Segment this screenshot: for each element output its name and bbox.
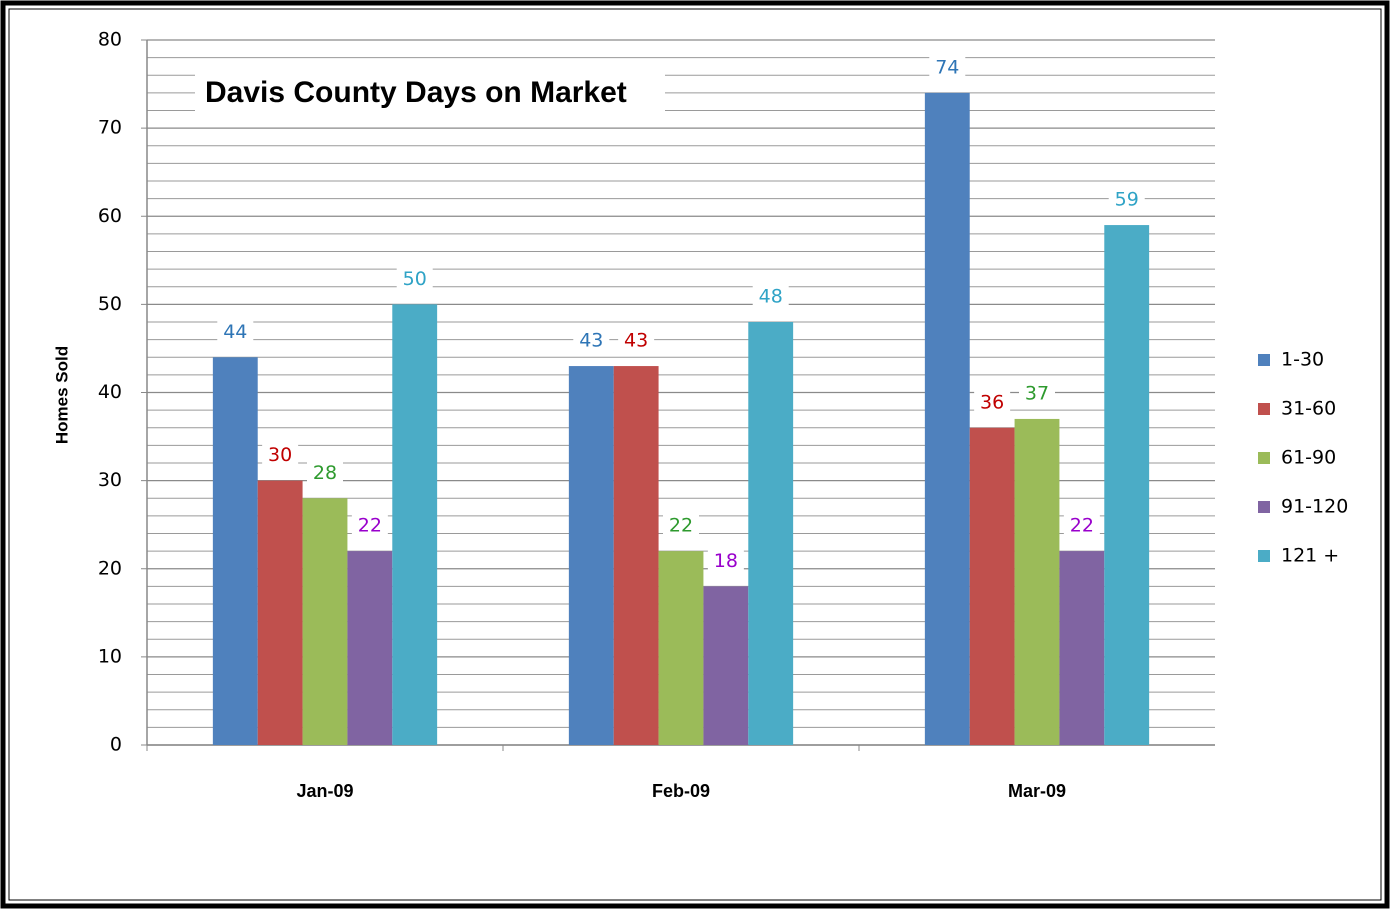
- value-label-bg: [929, 52, 966, 81]
- y-tick-label: 50: [98, 293, 122, 315]
- value-label: 50: [403, 268, 427, 290]
- bar: [748, 322, 794, 745]
- bar: [969, 427, 1015, 745]
- value-label: 22: [669, 515, 693, 537]
- value-label-bg: [396, 264, 433, 293]
- chart-inner-border: [8, 8, 1382, 901]
- value-label-bg: [262, 440, 299, 469]
- x-tick-label: Jan-09: [296, 781, 353, 801]
- y-tick-label: 20: [98, 557, 122, 579]
- plot-area: 0 10 20 30 40 50 60 70 80 Jan-09 44 30 28 22 50 Feb-09 4…: [98, 29, 1215, 801]
- bar: [568, 366, 614, 745]
- bar: [703, 586, 749, 745]
- x-tick-label: Mar-09: [1008, 781, 1066, 801]
- legend-label: 61-90: [1281, 447, 1336, 469]
- bar: [924, 92, 970, 745]
- value-label-bg: [618, 326, 655, 355]
- legend-swatch: [1258, 452, 1270, 464]
- bar: [257, 480, 303, 745]
- value-label-bg: [573, 326, 610, 355]
- value-label-bg: [974, 387, 1011, 416]
- value-label: 48: [759, 286, 783, 308]
- value-label: 30: [268, 444, 292, 466]
- bar: [392, 304, 438, 745]
- value-label: 18: [714, 550, 738, 572]
- y-tick-label: 0: [110, 734, 122, 756]
- value-label-bg: [707, 546, 744, 575]
- value-label-bg: [351, 511, 388, 540]
- bar: [1014, 418, 1060, 745]
- y-tick-label: 40: [98, 381, 122, 403]
- legend-label: 91-120: [1281, 496, 1348, 518]
- value-label: 43: [579, 330, 603, 352]
- legend-swatch: [1258, 403, 1270, 415]
- value-label-bg: [1108, 185, 1145, 214]
- value-label-bg: [217, 317, 254, 346]
- value-label: 59: [1115, 189, 1139, 211]
- y-tick-label: 80: [98, 29, 122, 51]
- value-label-bg: [752, 282, 789, 310]
- legend-label: 1-30: [1281, 349, 1324, 371]
- value-label: 36: [980, 391, 1004, 413]
- legend-swatch: [1258, 501, 1270, 513]
- bar: [302, 498, 348, 745]
- legend-swatch: [1258, 550, 1270, 562]
- bar: [1104, 225, 1150, 745]
- value-label: 74: [935, 56, 959, 78]
- bar: [212, 357, 258, 745]
- value-label: 43: [624, 330, 648, 352]
- y-axis-label: Homes Sold: [52, 346, 71, 444]
- value-label-bg: [1019, 378, 1055, 407]
- legend-label: 31-60: [1281, 398, 1336, 420]
- value-label: 28: [313, 462, 337, 484]
- y-tick-label: 70: [98, 117, 122, 139]
- value-label-bg: [663, 511, 699, 540]
- legend-swatch: [1258, 354, 1270, 366]
- y-tick-label: 10: [98, 645, 122, 667]
- value-label: 37: [1025, 382, 1049, 404]
- value-label: 22: [1070, 515, 1094, 537]
- title-box: [195, 70, 665, 116]
- bar: [347, 551, 393, 745]
- chart-title: Davis County Days on Market: [205, 76, 627, 109]
- y-tick-label: 60: [98, 205, 122, 227]
- y-tick-label: 30: [98, 469, 122, 491]
- bar: [1059, 551, 1105, 745]
- bar: [658, 551, 704, 745]
- bar: [613, 366, 659, 745]
- value-label: 22: [358, 515, 382, 537]
- value-label-bg: [307, 458, 343, 487]
- x-tick-label: Feb-09: [652, 781, 710, 801]
- legend-label: 121 +: [1281, 545, 1339, 567]
- value-label-bg: [1063, 511, 1100, 540]
- value-label: 44: [223, 321, 247, 343]
